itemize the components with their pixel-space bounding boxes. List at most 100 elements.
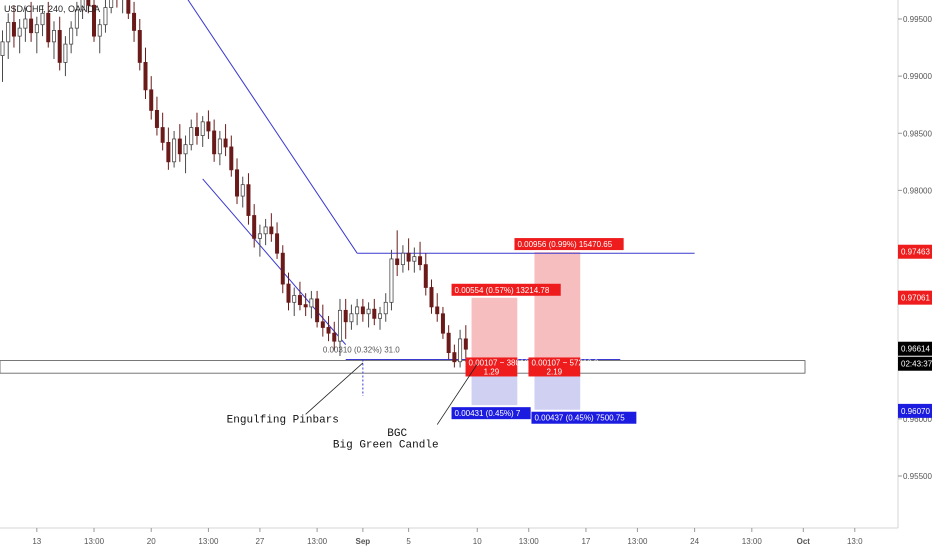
x-tick-label: 13:00	[627, 537, 648, 546]
candle-body	[206, 121, 211, 132]
target-label-bg	[531, 411, 637, 424]
callout-line	[305, 362, 364, 415]
candle-body	[337, 309, 342, 342]
candle-body	[360, 306, 365, 315]
candle-body	[378, 313, 383, 319]
candle-body	[395, 258, 400, 266]
candle-body	[452, 352, 457, 363]
candle-body	[332, 332, 337, 342]
candle-body	[143, 62, 148, 91]
candle-body	[326, 327, 331, 334]
candle-body	[435, 306, 440, 315]
x-tick-label: 13	[32, 537, 41, 546]
candle-body	[69, 27, 74, 45]
candle-body	[97, 24, 102, 37]
annotation-text: Engulfing Pinbars	[227, 414, 339, 426]
x-tick-label: 13:00	[307, 537, 328, 546]
ratio-label: 1.29	[484, 367, 500, 376]
candle-body	[406, 252, 411, 262]
x-tick-label: 13:00	[742, 537, 763, 546]
candle-body	[189, 127, 194, 146]
annotation-text: 0.00310 (0.32%) 31.0	[323, 346, 400, 355]
callout-line	[436, 363, 478, 425]
price-tag-label: 0.96614	[901, 345, 930, 354]
x-tick-label: 5	[406, 537, 411, 546]
candle-body	[126, 0, 131, 14]
candle-body	[183, 144, 188, 155]
candle-body	[154, 110, 159, 128]
entry-label-bg	[528, 357, 581, 377]
x-tick-label: 27	[255, 537, 264, 546]
candle-body	[389, 258, 394, 303]
x-tick-label: 17	[581, 537, 590, 546]
trendline	[202, 178, 347, 345]
y-tick-label: 0.96000	[903, 415, 932, 424]
x-tick-label: 24	[690, 537, 699, 546]
candle-body	[80, 0, 85, 11]
price-tag	[898, 290, 932, 305]
candle-body	[34, 24, 39, 34]
candle-body	[172, 138, 177, 163]
candle-body	[92, 4, 97, 37]
candle-body	[166, 141, 171, 163]
x-tick-label: Oct	[797, 537, 811, 546]
annotation-text: BGC	[387, 428, 407, 440]
candle-body	[29, 18, 34, 34]
candle-body	[6, 22, 11, 43]
stop-label-bg	[514, 238, 624, 251]
y-tick-label: 0.98000	[903, 186, 932, 195]
candle-body	[383, 301, 388, 315]
price-tag-label: 0.97061	[901, 294, 930, 303]
candle-body	[458, 338, 463, 363]
x-tick-label: 13:00	[198, 537, 219, 546]
y-tick-label: 0.95500	[903, 472, 932, 481]
candle-body	[51, 30, 56, 43]
candle-body	[263, 226, 268, 235]
target-label: 0.00437 (0.45%) 7500.75	[534, 414, 625, 423]
candle-body	[355, 306, 360, 315]
candle-body	[46, 12, 51, 43]
candle-body	[252, 215, 257, 239]
target-label-bg	[451, 407, 531, 420]
candle-body	[109, 0, 114, 8]
price-tag	[898, 403, 932, 418]
candle-body	[212, 130, 217, 155]
candle-body	[149, 89, 154, 111]
candle-body	[177, 138, 182, 155]
stop-label-bg	[451, 283, 561, 296]
entry-label-bg	[465, 357, 518, 377]
annotation-text: Big Green Candle	[333, 439, 439, 451]
price-tag	[898, 244, 932, 259]
candle-body	[286, 283, 291, 303]
candle-body	[446, 332, 451, 354]
candles	[0, 0, 468, 368]
candle-body	[86, 0, 91, 6]
candle-body	[315, 298, 320, 323]
candle-body	[423, 264, 428, 288]
candle-body	[463, 338, 468, 350]
x-tick-label: 13:0	[847, 537, 863, 546]
price-tag	[898, 356, 932, 371]
candle-body	[292, 295, 297, 303]
entry-label: 0.00107 ~ 38010.4	[469, 358, 537, 367]
candle-body	[429, 287, 434, 308]
entry-label: 0.00107 ~ 57213.9	[531, 358, 599, 367]
price-tag-label: 0.97463	[901, 248, 930, 257]
candle-body	[303, 304, 308, 308]
candle-body	[309, 298, 314, 308]
candle-body	[366, 308, 371, 315]
candle-body	[223, 138, 228, 148]
price-tag-label: 02:43:37	[901, 360, 932, 369]
range-box	[0, 360, 806, 374]
candle-body	[74, 9, 79, 29]
target-label: 0.00431 (0.45%) 7	[455, 409, 521, 418]
y-tick-label: 0.98500	[903, 129, 932, 138]
stop-label: 0.00554 (0.57%) 13214.78	[455, 286, 550, 295]
stop-label: 0.00956 (0.99%) 15470.65	[517, 240, 612, 249]
candle-body	[23, 18, 28, 29]
candle-body	[235, 169, 240, 197]
candle-body	[257, 233, 262, 239]
x-tick-label: Sep	[356, 537, 371, 546]
